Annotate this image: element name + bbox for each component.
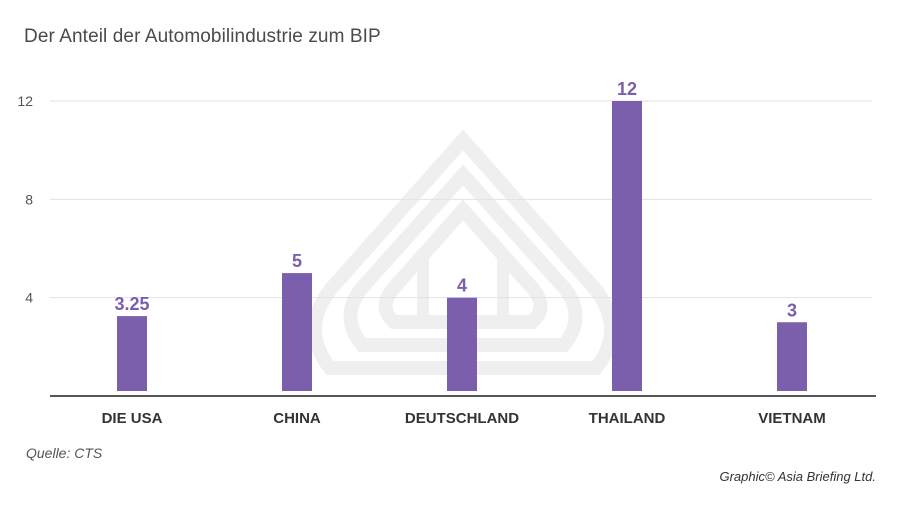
value-label: 5 — [292, 251, 302, 271]
category-label: THAILAND — [589, 410, 666, 427]
value-labels: 3.25 5 4 12 3 — [114, 79, 797, 320]
value-label: 4 — [457, 276, 467, 296]
category-label: DIE USA — [102, 410, 163, 427]
value-label: 3.25 — [114, 294, 149, 314]
y-tick-labels: 4 8 12 — [17, 93, 33, 306]
category-label: VIETNAM — [758, 410, 826, 427]
gridlines — [50, 100, 872, 299]
category-label: DEUTSCHLAND — [405, 410, 519, 427]
value-label: 3 — [787, 300, 797, 320]
bar — [447, 297, 477, 391]
bars — [117, 101, 807, 391]
bar — [612, 101, 642, 391]
y-tick-label: 12 — [17, 93, 33, 109]
chart-title: Der Anteil der Automobilindustrie zum BI… — [24, 26, 381, 47]
value-label: 12 — [617, 79, 637, 99]
source-note: Quelle: CTS — [26, 445, 103, 461]
category-label: CHINA — [273, 410, 321, 427]
y-tick-label: 4 — [25, 290, 33, 306]
category-labels: DIE USA CHINA DEUTSCHLAND THAILAND VIETNAM — [102, 410, 826, 427]
graphic-credit: Graphic© Asia Briefing Ltd. — [719, 469, 876, 484]
bar — [282, 273, 312, 391]
y-tick-label: 8 — [25, 191, 33, 207]
bar — [117, 316, 147, 391]
bar — [777, 322, 807, 391]
